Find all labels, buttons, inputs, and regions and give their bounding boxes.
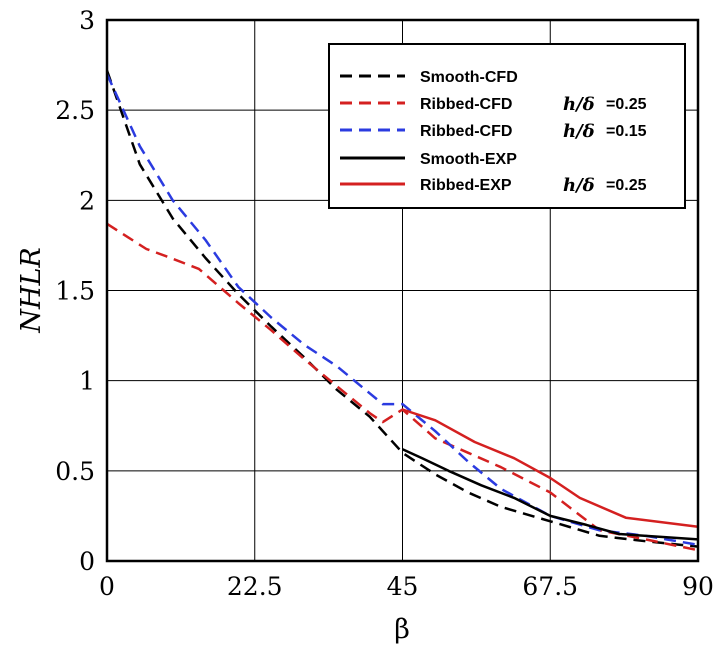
x-tick-label: 67.5 bbox=[522, 572, 578, 601]
y-tick-label: 1.5 bbox=[55, 277, 95, 306]
x-tick-label: 0 bbox=[99, 572, 115, 601]
legend-math-2: h/δ bbox=[563, 121, 595, 142]
series-line-0 bbox=[105, 70, 699, 548]
legend: Smooth-CFD Ribbed-CFD h/δ =0.25 Ribbed-CFD h/… bbox=[328, 43, 686, 209]
y-tick-label: 1 bbox=[79, 367, 95, 396]
series-line-1 bbox=[106, 222, 699, 552]
series-line-3 bbox=[401, 448, 699, 541]
legend-math-1: h/δ bbox=[563, 94, 595, 115]
legend-box bbox=[328, 43, 686, 209]
series-line-4 bbox=[402, 408, 699, 528]
legend-param-1: =0.25 bbox=[606, 96, 647, 113]
x-tick-label: 22.5 bbox=[227, 572, 283, 601]
y-tick-labels: 0 0.5 1 1.5 2 2.5 3 bbox=[55, 6, 95, 576]
y-tick-label: 0.5 bbox=[55, 457, 95, 486]
legend-math-4: h/δ bbox=[563, 175, 595, 196]
x-tick-label: 90 bbox=[682, 572, 714, 601]
y-tick-label: 3 bbox=[79, 6, 95, 35]
x-axis-title: β bbox=[394, 614, 410, 645]
legend-label-4: Ribbed-EXP bbox=[420, 177, 512, 194]
legend-param-4: =0.25 bbox=[606, 177, 647, 194]
y-tick-label: 2 bbox=[79, 186, 95, 215]
plot-frame bbox=[105, 18, 700, 563]
y-tick-label: 2.5 bbox=[55, 96, 95, 125]
series-layer bbox=[105, 70, 699, 552]
legend-label-1: Ribbed-CFD bbox=[420, 96, 512, 113]
x-tick-label: 45 bbox=[387, 572, 419, 601]
legend-param-2: =0.15 bbox=[606, 123, 647, 140]
x-tick-labels: 0 22.5 45 67.5 90 bbox=[99, 572, 714, 601]
legend-label-3: Smooth-EXP bbox=[420, 151, 517, 168]
legend-label-0: Smooth-CFD bbox=[420, 69, 518, 86]
legend-label-2: Ribbed-CFD bbox=[420, 123, 512, 140]
y-axis-title: NHLR bbox=[16, 247, 47, 333]
y-tick-label: 0 bbox=[79, 547, 95, 576]
